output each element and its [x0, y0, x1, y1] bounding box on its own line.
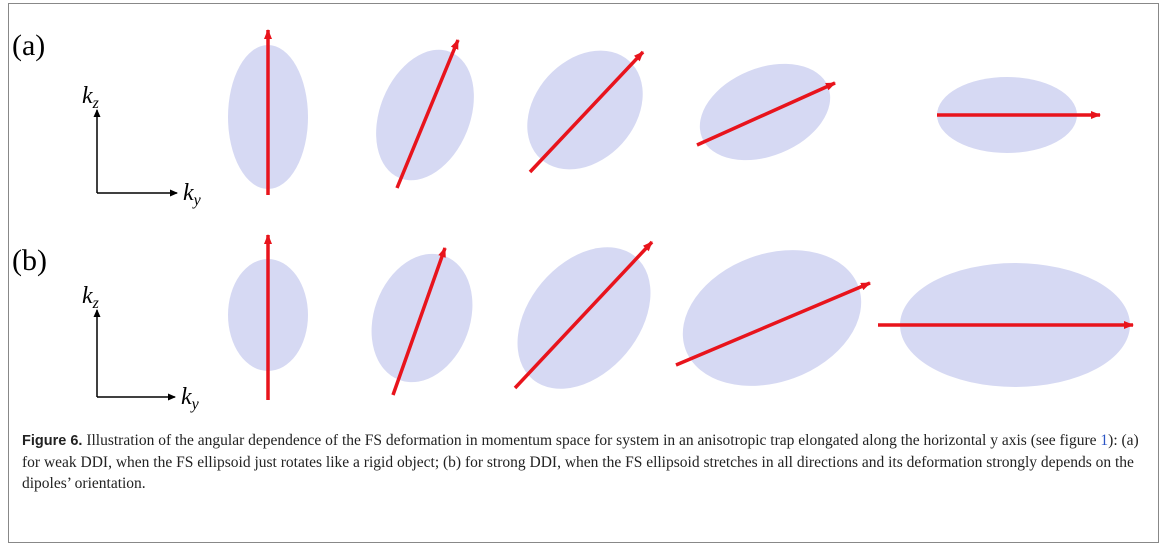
- axis-label-base: k: [82, 83, 93, 109]
- caption-label: Figure 6.: [22, 433, 83, 449]
- axis-label-sub: z: [92, 295, 100, 312]
- axis-label-sub: y: [192, 192, 202, 209]
- caption-text: Illustration of the angular dependence o…: [82, 432, 1101, 449]
- axis-label-base: k: [181, 384, 192, 410]
- axis-label: ky: [181, 384, 200, 413]
- axis-label-base: k: [183, 180, 194, 206]
- axis-label-sub: y: [190, 396, 200, 413]
- axis-label-base: k: [82, 283, 93, 309]
- axis-label: ky: [183, 180, 202, 209]
- arrows: [264, 29, 1134, 400]
- axes: [93, 109, 178, 401]
- axis-label: kz: [82, 283, 100, 312]
- caption: Figure 6. Illustration of the angular de…: [22, 430, 1147, 494]
- figure-ref[interactable]: 1: [1100, 432, 1109, 449]
- panel-label: (b): [12, 244, 47, 277]
- axis-label-sub: z: [92, 95, 100, 112]
- diagram: (a) (b) kz ky kz ky: [12, 29, 1134, 413]
- caption-text: ): (a) for weak DDI, when the FS ellipso…: [22, 432, 1139, 492]
- panel-label: (a): [12, 29, 45, 62]
- axis-label: kz: [82, 83, 100, 112]
- ellipses: [228, 45, 1130, 389]
